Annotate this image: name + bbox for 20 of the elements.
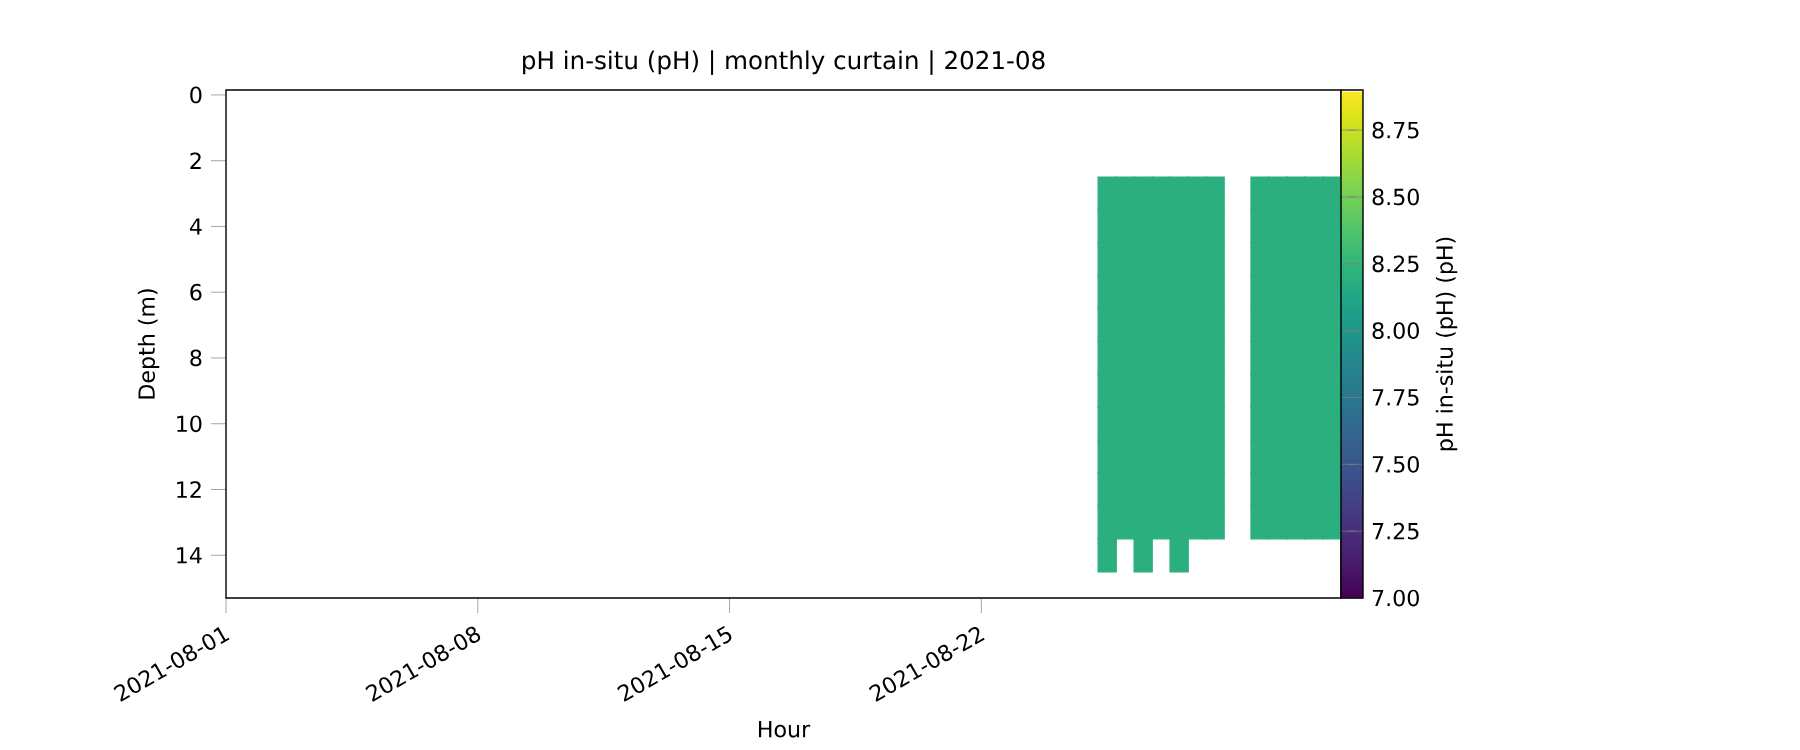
color-bar-label: 8.50 (1372, 188, 1419, 206)
y-tick-label: 4 (189, 218, 202, 235)
y-axis-title: Depth (m) (137, 289, 160, 399)
x-axis-title: Hour (758, 721, 811, 738)
color-bar-label: 7.50 (1372, 455, 1419, 473)
color-bar-label: 7.75 (1372, 389, 1419, 406)
y-tick-label: 8 (190, 349, 202, 367)
y-tick-label: 12 (177, 481, 201, 498)
y-tick-label: 6 (190, 283, 202, 301)
color-bar-label: 7.00 (1372, 589, 1419, 607)
chart-title: pH in-situ (pH) | monthly curtain | 2021-08 (523, 50, 1045, 75)
color-bar-label: 8.75 (1372, 121, 1419, 139)
color-bar-label: 8.25 (1372, 255, 1419, 273)
color-bar-title: pH in-situ (pH) (pH) (1435, 237, 1458, 451)
color-bar-label: 7.25 (1372, 522, 1419, 540)
y-tick-label: 2 (190, 152, 201, 169)
y-tick-label: 0 (190, 86, 202, 104)
y-tick-label: 10 (177, 415, 202, 433)
y-tick-label: 14 (177, 547, 202, 564)
color-bar-label: 8.00 (1372, 322, 1419, 340)
